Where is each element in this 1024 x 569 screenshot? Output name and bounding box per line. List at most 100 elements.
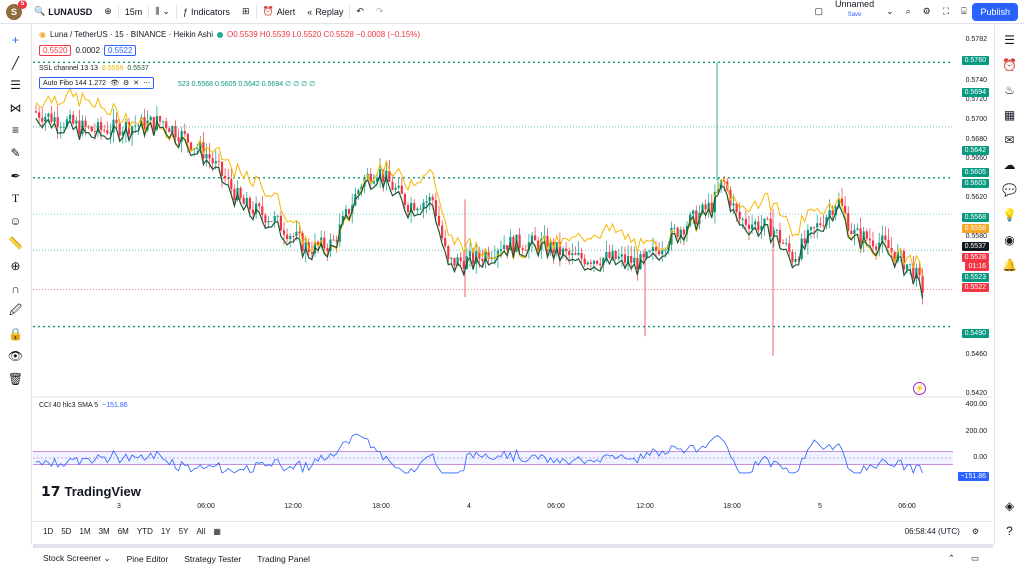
chart-area[interactable]: ◉ Luna / TetherUS · 15 · BINANCE · Heiki… [33, 25, 993, 520]
price-tag: 0.5537 [961, 242, 989, 251]
candle-body [899, 250, 902, 252]
date-range-icon[interactable]: ▦ [213, 527, 221, 536]
candle-body [738, 211, 741, 220]
magnet-icon[interactable]: ∩ [11, 281, 20, 296]
candle-body [568, 251, 571, 256]
eye-icon[interactable]: 👁 [110, 80, 119, 87]
broadcast-icon[interactable]: ◉ [1004, 233, 1015, 247]
range-3m[interactable]: 3M [98, 527, 110, 536]
symbol-title[interactable]: Luna / TetherUS · 15 · BINANCE · Heikin … [49, 30, 214, 39]
alarm-clock-icon[interactable]: ⏰ [1002, 58, 1017, 72]
candle-body [822, 225, 825, 226]
candle-body [521, 248, 524, 251]
candle-body [450, 257, 453, 259]
ssl-label: SSL channel 13 13 [39, 65, 98, 72]
undo-button[interactable]: ↶ [350, 0, 370, 24]
cci-axis-label: 0.00 [973, 454, 987, 461]
lightbulb-icon[interactable]: 💡 [1002, 208, 1017, 222]
chart-canvas[interactable] [33, 25, 993, 520]
fullscreen-button[interactable]: ⛶ [937, 0, 955, 24]
candle-body [397, 185, 400, 188]
candle-body [527, 242, 530, 251]
layout-menu-button[interactable]: ⌄ [880, 0, 900, 24]
ssl-indicator-legend[interactable]: SSL channel 13 13 0.5558 0.5537 [39, 65, 149, 72]
quick-search-button[interactable]: ⌕ [900, 0, 917, 24]
settings-icon[interactable]: ⚙ [971, 527, 979, 536]
tradingview-logo[interactable]: 𝟭𝟳 TradingView [41, 483, 141, 500]
cloud-icon[interactable]: ☁ [1003, 158, 1016, 172]
tab-trading-panel[interactable]: Trading Panel [257, 553, 310, 564]
templates-button[interactable]: ⊞ [236, 0, 256, 24]
horizontal-lines-icon[interactable]: ☰ [10, 78, 21, 93]
idea-icon[interactable]: ✉ [1004, 133, 1015, 147]
cci-indicator-legend[interactable]: CCI 40 hlc3 SMA 5 −151.86 [39, 402, 128, 409]
alert-button[interactable]: ⏰ Alert [257, 0, 302, 24]
candle-body [434, 199, 437, 216]
watchlist-icon[interactable]: ☰ [1004, 33, 1015, 47]
crosshair-icon[interactable]: + [11, 33, 19, 47]
layout-name-button[interactable]: Unnamed Save [829, 0, 880, 24]
zoom-in-icon[interactable]: ⊕ [10, 258, 21, 273]
candle-body [171, 126, 174, 133]
tab-pine-editor[interactable]: Pine Editor [126, 553, 169, 564]
tab-stock-screener[interactable]: Stock Screener ⌄ [43, 553, 111, 564]
text-icon[interactable]: T [11, 190, 20, 205]
bell-icon[interactable]: 🔔 [1002, 258, 1017, 272]
trash-icon[interactable]: 🗑 [7, 371, 24, 386]
range-1y[interactable]: 1Y [160, 527, 171, 536]
close-icon[interactable]: ✕ [133, 80, 140, 87]
ruler-icon[interactable]: 📏 [8, 236, 23, 251]
candle-body [837, 198, 840, 207]
interval-button[interactable]: 15m [124, 6, 143, 17]
fib-tools-icon[interactable]: ≡ [11, 123, 19, 138]
add-compare-button[interactable]: ⊕ [98, 0, 118, 24]
snapshot-button[interactable]: ⌸ [955, 0, 972, 24]
settings-button[interactable]: ⚙ [917, 0, 937, 24]
smiley-icon[interactable]: ☺ [9, 213, 22, 228]
chat-icon[interactable]: 💬 [1002, 183, 1017, 197]
fire-icon[interactable]: ♨ [1004, 83, 1015, 97]
help-icon[interactable]: ? [1006, 524, 1013, 538]
redo-button[interactable]: ↷ [370, 0, 390, 24]
buy-price[interactable]: 0.5522 [103, 45, 137, 56]
range-6m[interactable]: 6M [117, 527, 129, 536]
collapse-icon[interactable]: ⌃ [947, 553, 955, 563]
candle-body [586, 262, 589, 265]
candle-body [599, 263, 602, 266]
range-1m[interactable]: 1M [79, 527, 91, 536]
pen-icon[interactable]: ✒ [10, 168, 21, 183]
lock-icon[interactable]: 🔒 [8, 326, 23, 341]
pitchfork-icon[interactable]: ⋈ [9, 100, 22, 115]
tab-strategy-tester[interactable]: Strategy Tester [184, 553, 242, 564]
candle-body [391, 181, 394, 190]
lightning-icon[interactable]: ⚡ [913, 382, 926, 395]
layout-button[interactable]: ▢ [809, 0, 830, 24]
more-icon[interactable]: ⋯ [143, 80, 151, 87]
range-5y[interactable]: 5Y [178, 527, 189, 536]
sell-price[interactable]: 0.5520 [39, 45, 72, 56]
candle-body [38, 112, 41, 118]
range-all[interactable]: All [196, 527, 206, 536]
lock-drawing-icon[interactable]: 🖉 [9, 302, 22, 317]
utc-clock[interactable]: 06:58:44 (UTC) [904, 527, 960, 536]
range-1d[interactable]: 1D [43, 527, 54, 536]
trend-line-icon[interactable]: ╱ [11, 55, 20, 70]
divider [349, 4, 351, 19]
indicators-button[interactable]: ƒ Indicators [177, 0, 236, 24]
chart-type-button[interactable]: ⫼ ⌄ [149, 0, 176, 24]
fibo-indicator-legend[interactable]: Auto Fibo 144 1.272 👁 ⚙ ✕ ⋯ [39, 77, 155, 89]
eye-icon[interactable]: 👁 [7, 349, 24, 364]
range-5d[interactable]: 5D [61, 527, 72, 536]
candle-body [227, 178, 230, 180]
symbol-search[interactable]: 🔍 LUNAUSD [28, 0, 98, 24]
range-ytd[interactable]: YTD [136, 527, 153, 536]
layers-icon[interactable]: ◈ [1004, 499, 1015, 513]
candle-body [596, 260, 599, 264]
brush-icon[interactable]: ✎ [10, 145, 21, 160]
maximize-icon[interactable]: ▭ [970, 553, 979, 563]
replay-button[interactable]: «Replay [301, 0, 349, 24]
calendar-icon[interactable]: ▦ [1003, 108, 1016, 122]
publish-button[interactable]: Publish [972, 2, 1018, 21]
gear-icon[interactable]: ⚙ [122, 80, 130, 87]
